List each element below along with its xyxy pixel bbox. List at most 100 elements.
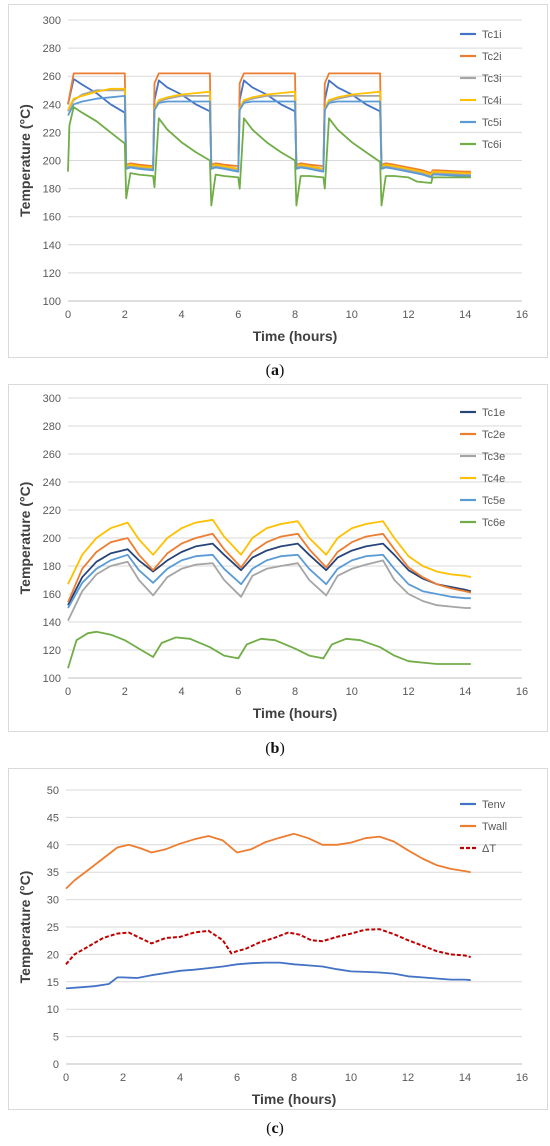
x-tick-label: 10 [346,309,358,321]
legend-label: Tc3e [482,451,505,463]
series-line-Tc6i [67,106,471,207]
y-tick-label: 260 [43,71,61,83]
legend-label: Tc4e [482,473,505,485]
chart-frame [8,768,548,1110]
caption-a-letter: a [271,362,279,379]
y-axis-label: Temperature (°C) [17,482,33,595]
legend-label: Tc1i [482,29,502,41]
x-tick-label: 4 [178,309,184,321]
x-tick-label: 6 [234,1072,240,1084]
y-axis-label: Temperature (°C) [17,104,33,217]
legend-label: Tc3i [482,73,502,85]
x-tick-label: 16 [516,309,528,321]
y-tick-label: 5 [53,1032,59,1044]
x-tick-label: 14 [459,686,471,698]
caption-b: (b) [265,740,285,757]
y-axis-label: Temperature (°C) [17,871,33,984]
x-tick-label: 6 [235,686,241,698]
y-tick-label: 280 [43,43,61,55]
x-axis-label: Time (hours) [252,1091,337,1107]
caption-a: (a) [265,362,285,379]
series-line-Tc6e [67,630,471,669]
y-tick-label: 120 [43,645,61,657]
x-tick-label: 2 [122,309,128,321]
legend-label: Tc2i [482,51,502,63]
chart-panel-c: 0 5 10 15 20 25 30 35 40 45 50 0 2 4 6 8 10 12 14 16 Time (h… [8,768,548,1110]
x-axis-label: Time (hours) [253,328,338,344]
x-tick-label: 4 [177,1072,183,1084]
x-tick-label: 12 [402,309,414,321]
y-tick-label: 15 [47,977,59,989]
y-tick-label: 160 [43,589,61,601]
x-tick-label: 2 [122,686,128,698]
series-line-Tc2e [67,532,472,603]
series-line-Twall [65,832,471,890]
y-tick-label: 180 [43,561,61,573]
y-tick-label: 200 [43,533,61,545]
series-line-Tc4e [67,518,472,585]
y-tick-label: 120 [43,268,61,280]
x-tick-label: 12 [402,686,414,698]
chart-frame [8,384,548,732]
y-tick-label: 100 [43,296,61,308]
series-line-Tenv [65,961,471,990]
caption-b-letter: b [270,740,280,757]
y-tick-label: 240 [43,99,61,111]
series-line-Tc5i [67,95,471,179]
legend-label: Tc2e [482,429,505,441]
y-tick-label: 260 [43,449,61,461]
legend-label: Tenv [482,799,506,811]
caption-c-letter: c [271,1120,279,1137]
x-tick-label: 0 [63,1072,69,1084]
series-line-Tc2i [67,72,471,175]
y-tick-label: 140 [43,240,61,252]
y-tick-label: 140 [43,617,61,629]
x-tick-label: 8 [292,309,298,321]
legend-label: Tc5i [482,117,502,129]
y-tick-label: 30 [47,895,59,907]
x-tick-label: 4 [178,686,184,698]
y-tick-label: 160 [43,212,61,224]
y-tick-label: 180 [43,184,61,196]
series-line-Tc3e [67,559,471,621]
caption-c: (c) [266,1120,284,1137]
series-line-Tc1e [67,542,472,606]
legend-label: ΔT [482,843,496,855]
x-tick-label: 14 [459,1072,471,1084]
y-tick-label: 220 [43,127,61,139]
y-tick-label: 20 [47,949,59,961]
y-tick-label: 40 [47,840,59,852]
x-tick-label: 14 [459,309,471,321]
y-tick-label: 10 [47,1004,59,1016]
x-tick-label: 10 [345,1072,357,1084]
legend-label: Tc6e [482,517,505,529]
chart-a: 100 120 140 160 180 200 220 240 260 280 300 0 2 4 6 8 10… [8,4,548,358]
chart-panel-a: 100 120 140 160 180 200 220 240 260 280 300 0 2 4 6 8 10… [8,4,548,358]
y-tick-label: 300 [43,393,61,405]
legend-label: Tc1e [482,407,505,419]
x-tick-label: 12 [402,1072,414,1084]
y-tick-label: 25 [47,922,59,934]
series-line-Tc4i [67,87,471,176]
x-tick-label: 0 [65,309,71,321]
chart-panel-b: 100 120 140 160 180 200 220 240 260 280 300 0 2 4 6 8 10… [8,384,548,732]
chart-frame [8,4,548,358]
y-tick-label: 35 [47,867,59,879]
chart-c: 0 5 10 15 20 25 30 35 40 45 50 0 2 4 6 8 10 12 14 16 Time (h… [8,768,548,1110]
y-tick-label: 50 [47,785,59,797]
x-tick-label: 16 [516,686,528,698]
x-tick-label: 16 [516,1072,528,1084]
x-tick-label: 8 [292,686,298,698]
series-line-Tc3i [67,89,471,177]
series-line-ΔT [65,928,471,965]
x-tick-label: 6 [235,309,241,321]
y-tick-label: 100 [43,673,61,685]
series-line-Tc5e [67,553,471,609]
x-axis-label: Time (hours) [253,705,338,721]
y-tick-label: 220 [43,505,61,517]
chart-b: 100 120 140 160 180 200 220 240 260 280 300 0 2 4 6 8 10… [8,384,548,732]
legend-label: Tc5e [482,495,505,507]
y-tick-label: 240 [43,477,61,489]
x-tick-label: 10 [346,686,358,698]
y-tick-label: 45 [47,812,59,824]
